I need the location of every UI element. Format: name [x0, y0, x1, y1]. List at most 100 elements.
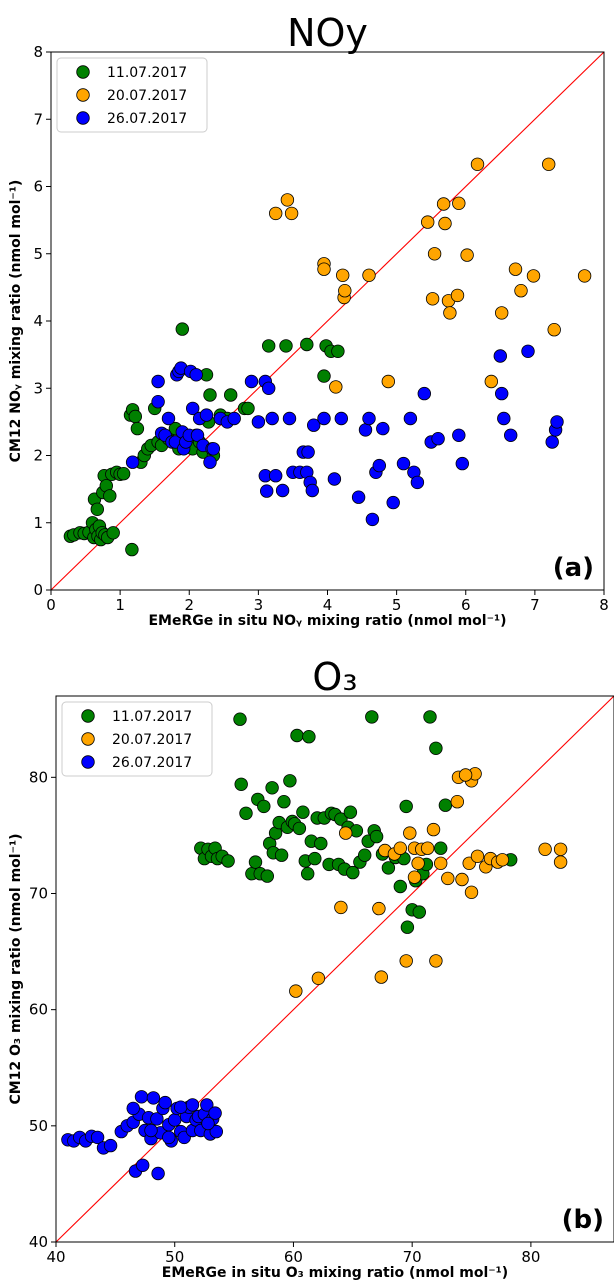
data-point-series-0: [400, 920, 415, 934]
data-point-series-1: [495, 853, 510, 867]
data-point-series-0: [277, 795, 291, 809]
identity-line: [56, 696, 614, 1242]
data-point-series-2: [203, 455, 217, 469]
data-point-series-0: [429, 741, 443, 756]
data-point-series-0: [301, 867, 315, 881]
data-point-series-0: [343, 805, 358, 819]
data-point-series-0: [257, 799, 271, 814]
data-point-series-2: [545, 435, 559, 449]
y-tick-label: 60: [29, 1001, 48, 1019]
data-point-series-0: [265, 781, 279, 795]
data-point-series-0: [302, 730, 316, 744]
data-point-series-2: [351, 490, 366, 504]
data-point-series-1: [429, 954, 443, 968]
data-point-series-1: [403, 826, 417, 840]
data-point-series-2: [282, 411, 297, 426]
data-point-series-1: [426, 822, 441, 837]
data-point-series-2: [493, 349, 508, 363]
y-tick-label: 0: [33, 581, 43, 599]
x-tick-label: 70: [403, 1248, 422, 1266]
data-point-series-2: [269, 469, 283, 483]
panel-label: (a): [553, 553, 594, 583]
data-point-series-0: [283, 774, 297, 788]
data-point-series-1: [284, 206, 299, 221]
data-point-series-2: [134, 1090, 149, 1104]
data-points: [63, 157, 592, 557]
data-point-series-2: [150, 1112, 164, 1126]
x-tick-label: 5: [392, 596, 402, 614]
data-point-series-1: [317, 262, 331, 276]
y-tick-label: 4: [33, 312, 43, 330]
data-point-series-2: [521, 344, 535, 359]
data-point-series-1: [450, 288, 465, 303]
data-point-series-2: [251, 415, 266, 429]
data-point-series-2: [200, 1098, 214, 1112]
data-point-series-2: [365, 512, 380, 527]
data-point-series-1: [526, 269, 541, 283]
data-point-series-2: [550, 415, 564, 429]
data-point-series-1: [553, 855, 568, 869]
data-point-series-0: [317, 369, 331, 383]
data-point-series-2: [126, 1101, 140, 1116]
data-point-series-0: [423, 710, 437, 724]
data-point-series-1: [334, 900, 348, 915]
data-point-series-0: [438, 798, 453, 812]
data-point-series-0: [381, 861, 396, 875]
x-tick-label: 7: [530, 596, 540, 614]
data-point-series-2: [125, 455, 140, 469]
data-point-series-0: [300, 337, 314, 352]
data-point-series-1: [455, 872, 469, 887]
data-point-series-0: [296, 805, 310, 819]
data-point-series-0: [90, 502, 105, 517]
y-tick-label: 1: [33, 514, 43, 532]
data-point-series-0: [241, 401, 255, 416]
data-point-series-0: [308, 851, 322, 866]
data-point-series-2: [455, 456, 470, 471]
data-point-series-2: [358, 423, 373, 437]
data-point-series-0: [103, 489, 117, 503]
data-point-series-2: [146, 1091, 161, 1105]
data-point-series-2: [103, 1138, 118, 1153]
data-point-series-1: [508, 262, 523, 276]
data-point-series-1: [495, 306, 509, 320]
data-point-series-2: [151, 395, 165, 409]
data-point-series-0: [292, 821, 307, 836]
data-point-series-2: [190, 428, 205, 443]
y-tick-label: 6: [33, 178, 43, 196]
data-point-series-2: [209, 1124, 224, 1139]
data-point-series-2: [227, 411, 241, 426]
data-point-series-0: [369, 829, 384, 844]
y-axis-label: CM12 NOᵧ mixing ratio (nmol mol⁻¹): [8, 180, 24, 463]
data-point-series-1: [538, 842, 552, 857]
data-point-series-1: [339, 826, 353, 840]
data-point-series-1: [425, 292, 440, 306]
data-point-series-2: [452, 428, 466, 443]
data-point-series-2: [189, 368, 203, 382]
x-tick-label: 3: [254, 596, 264, 614]
data-point-series-1: [407, 870, 422, 884]
data-point-series-1: [411, 856, 425, 871]
data-point-series-1: [577, 269, 592, 283]
data-point-series-2: [262, 381, 276, 396]
data-point-series-1: [329, 380, 343, 394]
data-point-series-2: [431, 432, 445, 446]
data-point-series-2: [417, 386, 432, 401]
data-point-series-1: [381, 374, 396, 389]
data-point-series-1: [399, 954, 413, 968]
data-points: [61, 710, 568, 1181]
data-point-series-2: [173, 1100, 188, 1114]
data-point-series-1: [338, 284, 352, 298]
data-point-series-1: [514, 284, 528, 298]
data-point-series-2: [307, 418, 321, 432]
data-point-series-2: [504, 428, 518, 443]
data-point-series-2: [403, 411, 418, 426]
identity-line: [51, 52, 604, 590]
chart-o3: O₃ 40 50 60 70 80 40 50 60 70 80 EMeRGe in situ O₃ …: [8, 655, 614, 1280]
data-point-series-1: [427, 247, 442, 261]
data-point-series-2: [185, 401, 200, 416]
legend-box: [56, 57, 208, 133]
x-axis-label: EMeRGe in situ NOᵧ mixing ratio (nmol mo…: [148, 613, 506, 629]
data-point-series-0: [239, 806, 253, 821]
plot-frame: [55, 695, 614, 1243]
y-axis-label: CM12 O₃ mixing ratio (nmol mol⁻¹): [8, 833, 24, 1104]
